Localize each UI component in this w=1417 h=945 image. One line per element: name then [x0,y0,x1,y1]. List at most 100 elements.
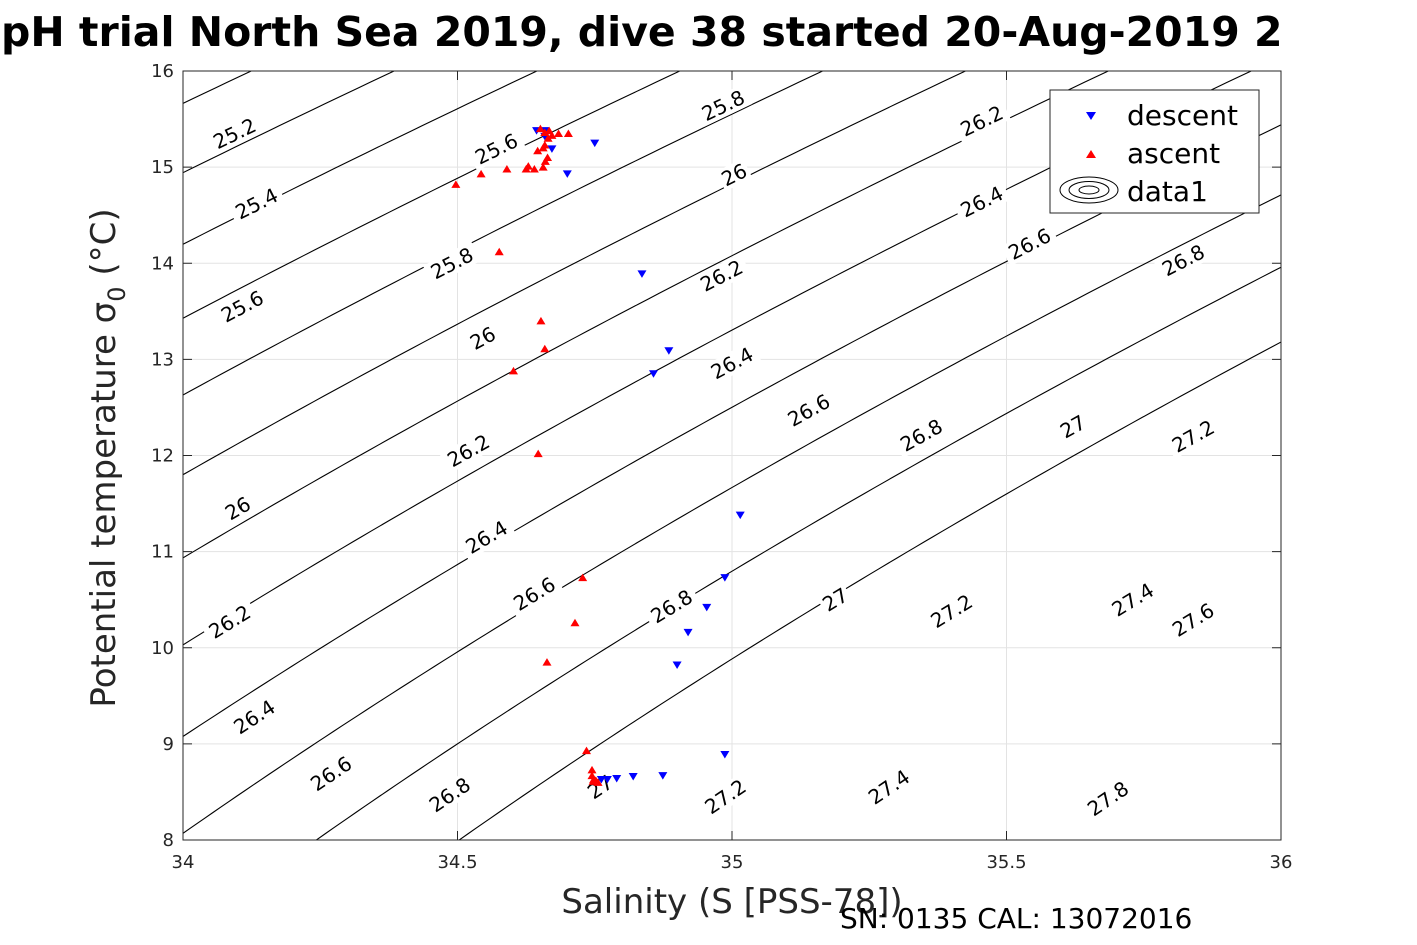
contour-label-background [205,111,264,156]
contour-label-background [816,582,854,617]
ascent-point [502,165,512,173]
contour-line [458,341,1281,840]
contour-line [183,71,396,174]
descent-point [612,774,622,783]
contour-label-background [219,491,257,526]
y-tick-label: 8 [163,830,174,851]
ascent-point [523,162,533,170]
contour-label-background [715,158,753,192]
contour-label-background [703,340,761,386]
descent-point [562,170,572,178]
ascent-point [529,165,539,173]
ascent-point [533,146,543,155]
x-tick-label: 34.5 [437,852,477,873]
contour-label-background [1164,596,1222,644]
ascent-point [544,126,554,135]
axis-ticks: 34 34.5 35 35.5 36 8 9 10 11 12 13 14 15 16 [151,61,1292,873]
chart-title: pH trial North Sea 2019, dive 38 started… [1,8,1283,56]
x-axis-label: Salinity (S [PSS-78]) [561,882,902,922]
ascent-point [542,658,552,666]
descent-point [664,347,674,355]
ascent-point [578,573,588,582]
contour-label-background [302,749,360,798]
contour-label-background [421,770,479,820]
ascent-point [533,449,543,458]
contour-line [183,71,1110,559]
x-tick-label: 36 [1270,852,1293,873]
contour-label-background [952,179,1011,224]
legend: descent ascent data1 [1049,89,1260,214]
contour-label-background [505,570,564,618]
ascent-point [540,128,550,137]
ascent-point [593,778,603,786]
contour-label-background [860,762,918,812]
descent-point [683,628,693,637]
ascent-point [494,247,504,256]
ascent-point [508,366,518,375]
contour-label-background [892,412,951,459]
ascent-point [540,157,550,165]
descent-point [702,603,712,612]
descent-point [720,574,730,582]
contour-label-background [467,127,526,171]
descent-point [637,270,647,278]
contour-label-background [1164,413,1223,460]
descent-point [602,775,612,784]
y-tick-label: 9 [163,734,174,755]
legend-descent-label: descent [1127,99,1238,132]
ascent-point [547,131,557,139]
contour-label-background [696,772,754,822]
contour-label-background [227,181,286,226]
contour-label-background [952,99,1011,143]
descent-point [735,511,745,520]
ascent-point [536,316,546,325]
contour-line [315,266,1281,840]
descent-point [628,773,638,781]
y-tick-label: 10 [151,638,174,659]
x-tick-label: 35.5 [986,852,1026,873]
contour-label-background [439,427,498,474]
legend-descent-marker [1086,112,1096,120]
contour-label-background [457,514,516,561]
contour-label-background [922,587,981,635]
descent-point [672,661,682,670]
contour-line [183,71,967,476]
y-tick-label: 15 [151,157,174,178]
y-axis-label: Potential temperature σ0 (°C) [84,208,131,707]
descent-point [596,775,606,784]
contour-label-background [200,598,259,646]
legend-data1-label: data1 [1127,175,1208,208]
y-axis-label-unit: (°C) [84,208,124,286]
y-tick-label: 14 [151,253,174,274]
contour-label-background [1104,576,1162,624]
descent-point [658,772,668,780]
ascent-point [570,618,580,627]
ascent-point [554,129,564,137]
ascent-point [582,746,592,755]
y-tick-label: 16 [151,61,174,82]
contour-line [183,194,1281,834]
contour-label-background [642,582,701,630]
contour-line [183,71,824,396]
ascent-point [538,163,548,171]
y-axis-label-subscript: 0 [103,286,131,301]
descent-point [648,370,658,378]
ascent-point [543,153,553,162]
contour-label-background [1000,221,1059,267]
y-tick-label: 12 [151,446,174,467]
legend-box [1049,89,1260,214]
contour-line [183,71,539,245]
legend-contour-icon [1059,176,1119,204]
ascent-point [451,180,461,188]
contour-label-background [225,693,284,741]
descent-point [590,139,600,148]
legend-ascent-label: ascent [1127,137,1220,170]
ascent-point [540,141,550,149]
x-tick-label: 34 [172,852,195,873]
ascent-point [476,169,486,178]
contour-label-background [422,241,482,286]
y-axis-label-main: Potential temperature σ [84,302,124,708]
y-tick-label: 11 [151,542,174,563]
contour-label-background [213,284,272,329]
